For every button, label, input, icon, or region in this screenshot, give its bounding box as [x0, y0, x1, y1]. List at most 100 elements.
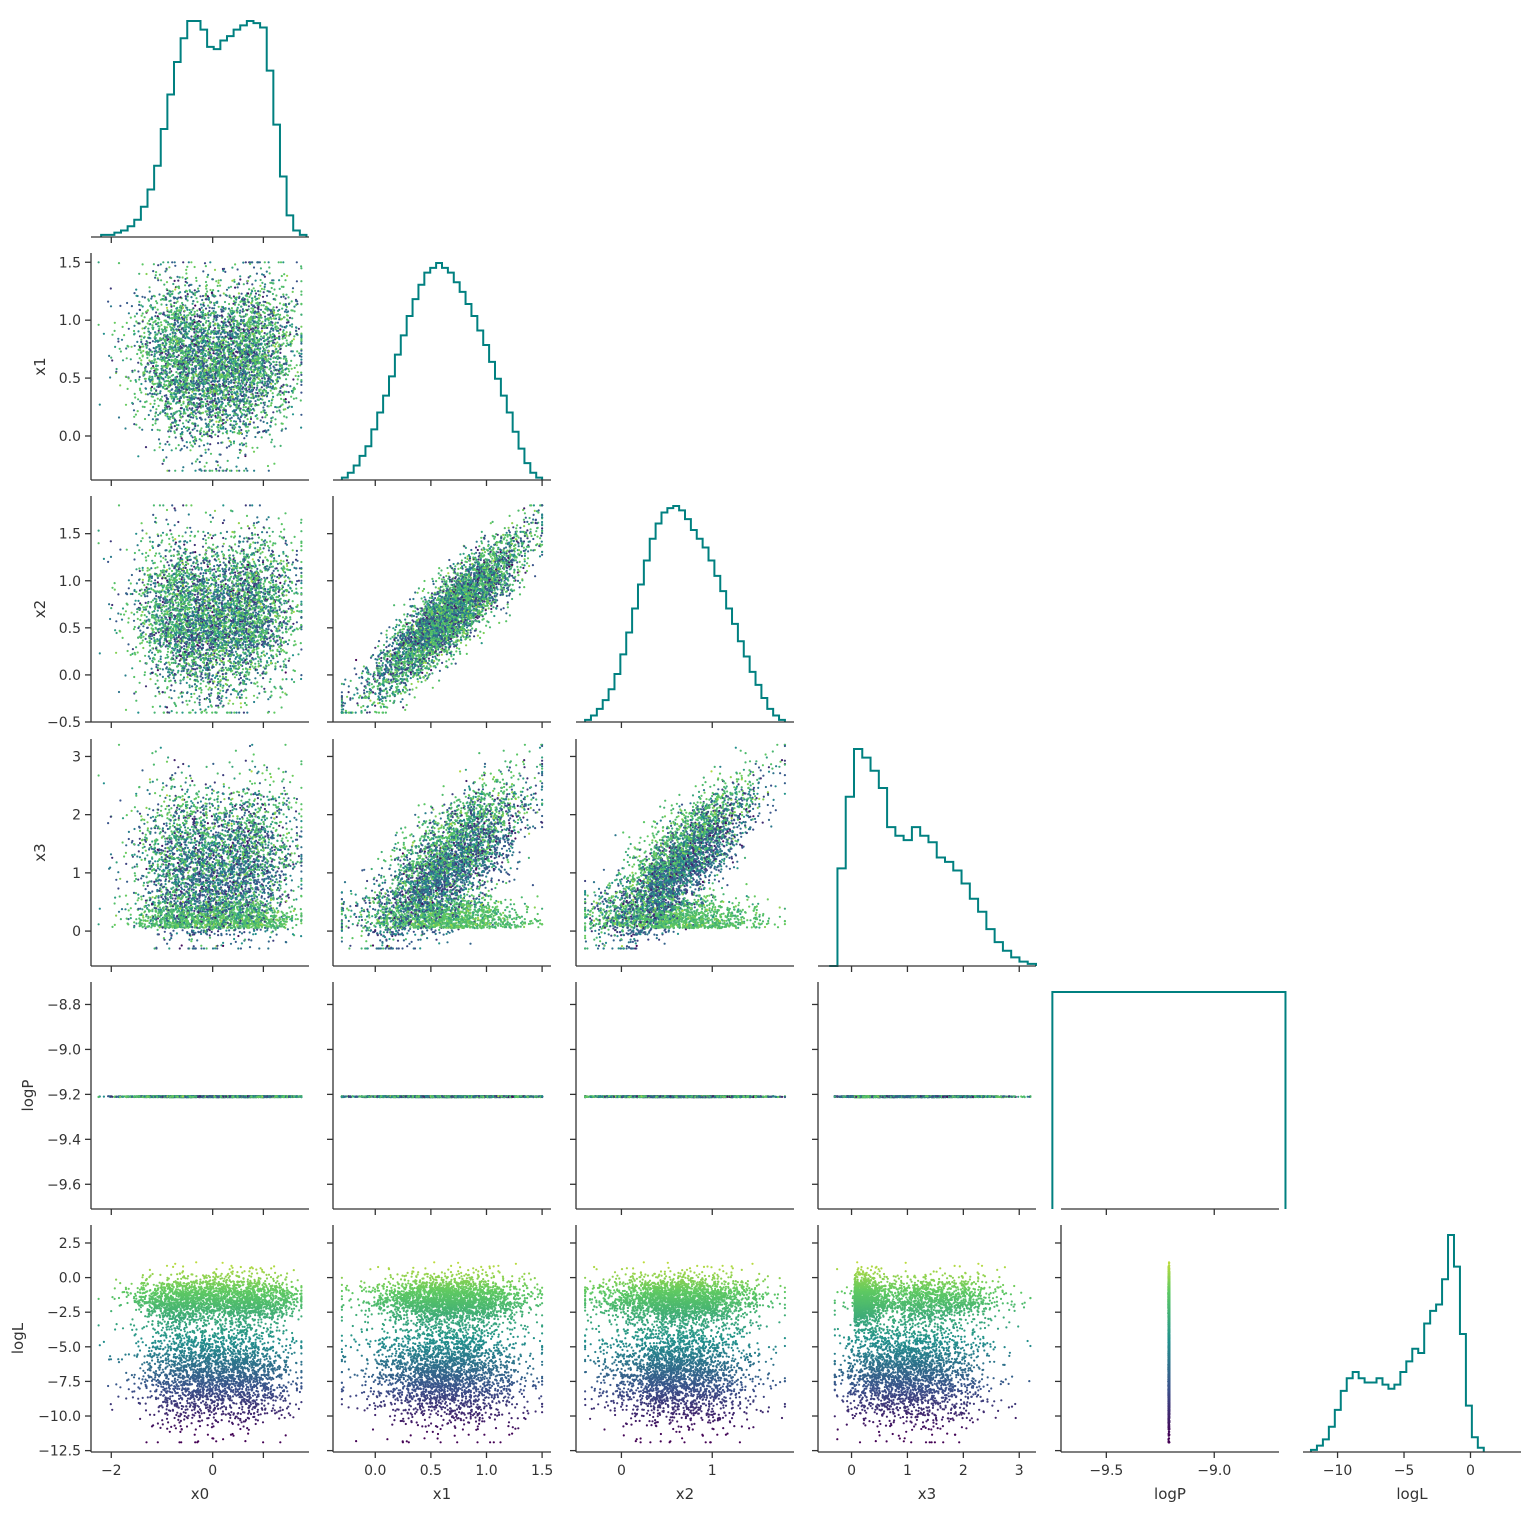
scatter-point — [263, 288, 265, 290]
scatter-point — [165, 296, 167, 298]
scatter-point — [239, 312, 241, 314]
scatter-point — [174, 470, 176, 472]
scatter-point — [174, 280, 176, 282]
scatter-point — [266, 333, 268, 335]
scatter-point — [251, 412, 253, 414]
scatter-point — [257, 432, 259, 434]
scatter-point — [186, 266, 188, 268]
scatter-point — [150, 298, 152, 300]
scatter-point — [219, 285, 221, 287]
scatter-point — [144, 316, 146, 318]
scatter-point — [177, 347, 179, 349]
scatter-point — [201, 307, 203, 309]
scatter-point — [246, 470, 248, 472]
scatter-point — [225, 405, 227, 407]
scatter-point — [288, 303, 290, 305]
scatter-point — [300, 399, 302, 401]
panel-x0-vs-x0 — [91, 21, 309, 243]
scatter-point — [279, 352, 281, 354]
scatter-point — [300, 280, 302, 282]
scatter-point — [203, 434, 205, 436]
scatter-point — [197, 335, 199, 337]
scatter-point — [133, 409, 135, 411]
histogram-x0 — [101, 21, 306, 237]
scatter-point — [278, 409, 280, 411]
scatter-point — [273, 463, 275, 465]
scatter-point — [168, 436, 170, 438]
scatter-point — [254, 436, 256, 438]
scatter-point — [274, 315, 276, 317]
scatter-point — [203, 386, 205, 388]
scatter-point — [175, 339, 177, 341]
scatter-point — [179, 419, 181, 421]
scatter-point — [275, 337, 277, 339]
scatter-point — [155, 408, 157, 410]
scatter-point — [261, 436, 263, 438]
scatter-point — [206, 276, 208, 278]
scatter-point — [186, 441, 188, 443]
scatter-point — [295, 397, 297, 399]
scatter-point — [217, 282, 219, 284]
scatter-point — [157, 398, 159, 400]
scatter-point — [118, 262, 120, 264]
scatter-point — [154, 315, 156, 317]
scatter-point — [182, 376, 184, 378]
scatter-point — [229, 376, 231, 378]
scatter-point — [206, 290, 208, 292]
scatter-point — [267, 429, 269, 431]
scatter-point — [300, 265, 302, 267]
scatter-point — [300, 343, 302, 345]
scatter-point — [217, 464, 219, 466]
scatter-point — [205, 322, 207, 324]
scatter-point — [190, 317, 192, 319]
scatter-point — [152, 308, 154, 310]
scatter-point — [179, 449, 181, 451]
scatter-point — [131, 346, 133, 348]
scatter-point — [255, 292, 257, 294]
scatter-point — [239, 420, 241, 422]
scatter-point — [170, 309, 172, 311]
scatter-point — [160, 299, 162, 301]
scatter-point — [202, 324, 204, 326]
scatter-point — [208, 416, 210, 418]
scatter-point — [249, 362, 251, 364]
scatter-point — [267, 341, 269, 343]
scatter-point — [136, 341, 138, 343]
scatter-point — [162, 449, 164, 451]
scatter-point — [245, 445, 247, 447]
scatter-point — [134, 393, 136, 395]
scatter-point — [219, 294, 221, 296]
scatter-point — [185, 419, 187, 421]
scatter-point — [217, 442, 219, 444]
scatter-point — [224, 318, 226, 320]
scatter-point — [149, 370, 151, 372]
scatter-point — [171, 261, 173, 263]
scatter-point — [241, 442, 243, 444]
scatter-point — [279, 302, 281, 304]
scatter-point — [158, 438, 160, 440]
scatter-point — [277, 380, 279, 382]
scatter-point — [300, 363, 302, 365]
scatter-point — [179, 276, 181, 278]
scatter-point — [249, 384, 251, 386]
scatter-point — [148, 331, 150, 333]
scatter-point — [290, 396, 292, 398]
scatter-point — [205, 265, 207, 267]
scatter-point — [272, 411, 274, 413]
scatter-point — [269, 334, 271, 336]
scatter-point — [172, 335, 174, 337]
scatter-point — [128, 328, 130, 330]
scatter-point — [284, 279, 286, 281]
scatter-point — [280, 296, 282, 298]
scatter-point — [257, 290, 259, 292]
scatter-point — [187, 295, 189, 297]
scatter-point — [211, 426, 213, 428]
scatter-point — [165, 414, 167, 416]
scatter-point — [296, 383, 298, 385]
scatter-point — [209, 261, 211, 263]
scatter-point — [184, 284, 186, 286]
scatter-point — [274, 418, 276, 420]
scatter-point — [218, 340, 220, 342]
scatter-point — [182, 439, 184, 441]
